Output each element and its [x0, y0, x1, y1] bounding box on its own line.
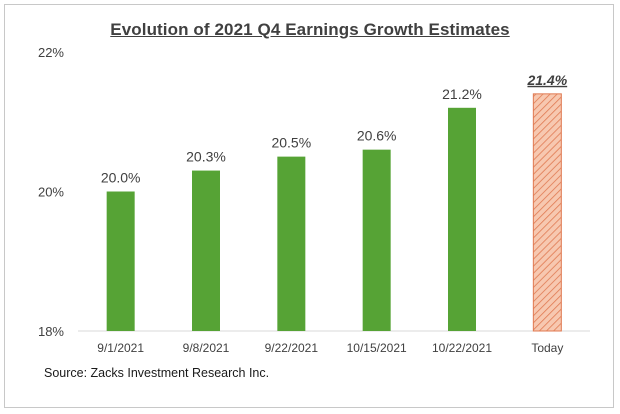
data-label: 20.3% [186, 149, 226, 165]
data-label: 20.0% [101, 170, 141, 186]
bar [277, 156, 306, 331]
x-tick-label: 9/1/2021 [97, 341, 144, 355]
x-tick-label: 9/22/2021 [265, 341, 319, 355]
data-label: 20.6% [357, 128, 397, 144]
bar [106, 191, 135, 331]
data-label: 21.2% [442, 86, 482, 102]
y-tick-label: 18% [38, 324, 64, 339]
x-tick-label: Today [531, 341, 563, 355]
data-label: 21.4% [526, 72, 567, 88]
source-note: Source: Zacks Investment Research Inc. [44, 366, 270, 380]
data-label: 20.5% [271, 135, 311, 151]
bar [192, 170, 220, 331]
bar [532, 93, 562, 332]
chart-title: Evolution of 2021 Q4 Earnings Growth Est… [110, 20, 510, 39]
x-tick-label: 10/22/2021 [432, 341, 492, 355]
x-tick-label: 10/15/2021 [347, 341, 407, 355]
bar [448, 107, 476, 331]
chart-frame [4, 4, 614, 408]
y-tick-label: 22% [38, 45, 64, 60]
y-tick-label: 20% [38, 185, 64, 200]
x-tick-label: 9/8/2021 [183, 341, 230, 355]
bar [362, 149, 391, 331]
